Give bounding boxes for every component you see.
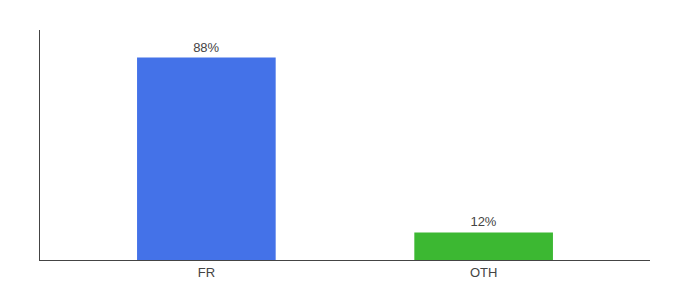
svg-text:FR: FR — [198, 265, 215, 280]
svg-text:88%: 88% — [193, 40, 219, 55]
svg-text:12%: 12% — [470, 214, 496, 229]
svg-text:OTH: OTH — [470, 265, 497, 280]
